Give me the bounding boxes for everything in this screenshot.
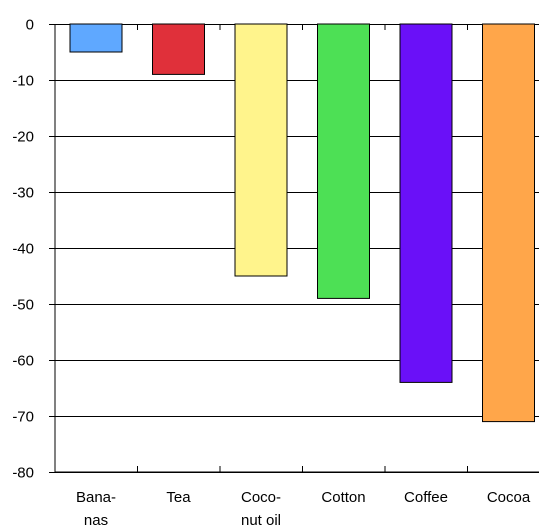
bar xyxy=(234,23,288,277)
y-tick-label: -60 xyxy=(12,353,34,370)
y-tick-label: -30 xyxy=(12,185,34,202)
bar xyxy=(69,23,123,53)
y-tick-labels: 0 -10 -20 -30 -40 -50 -60 -70 -80 xyxy=(12,17,55,482)
x-tick-label: Cotton xyxy=(321,489,365,506)
x-tick-label: Tea xyxy=(166,489,191,506)
bar xyxy=(317,23,370,299)
x-tick-label: Bana-nas xyxy=(76,489,116,529)
y-tick-label: -50 xyxy=(12,297,34,314)
bar xyxy=(482,23,535,423)
y-tick-label: -70 xyxy=(12,409,34,426)
bar xyxy=(399,23,453,383)
x-tick-labels: Bana-nas Tea Coco-nut oil Cotton Coffee Cocoa xyxy=(76,489,531,529)
y-tick-label: -10 xyxy=(12,73,34,90)
x-tick-label: Coffee xyxy=(404,489,448,506)
bars xyxy=(69,23,535,423)
y-tick-label: -20 xyxy=(12,129,34,146)
y-tick-label: 0 xyxy=(26,17,34,34)
grid-lines xyxy=(55,24,539,473)
x-tick-label: Coco-nut oil xyxy=(241,489,281,529)
bar xyxy=(152,23,205,75)
x-tick-label: Cocoa xyxy=(487,489,531,506)
y-tick-label: -80 xyxy=(12,465,34,482)
y-tick-label: -40 xyxy=(12,241,34,258)
